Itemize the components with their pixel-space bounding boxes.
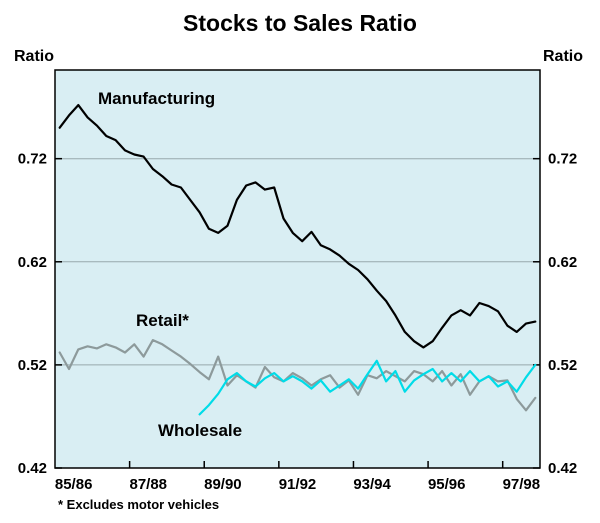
y-tick-label-left: 0.42: [18, 460, 47, 477]
series-line-retail: [58, 339, 537, 412]
y-axis-unit-right: Ratio: [543, 48, 583, 65]
x-tick-label: 87/88: [129, 476, 167, 493]
y-tick-label-right: 0.42: [548, 460, 577, 477]
series-label: Manufacturing: [98, 89, 215, 108]
chart-title: Stocks to Sales Ratio: [183, 10, 417, 36]
series-label: Wholesale: [158, 421, 242, 440]
x-tick-label: 97/98: [503, 476, 541, 493]
y-axis-unit-left: Ratio: [14, 48, 54, 65]
x-tick-label: 91/92: [279, 476, 317, 493]
y-tick-label-right: 0.72: [548, 151, 577, 168]
y-tick-label-right: 0.62: [548, 254, 577, 271]
y-tick-label-left: 0.52: [18, 357, 47, 374]
y-tick-label-left: 0.62: [18, 254, 47, 271]
x-tick-label: 95/96: [428, 476, 466, 493]
plot-area: [55, 70, 540, 468]
series-label: Retail*: [136, 311, 189, 330]
y-tick-label-left: 0.72: [18, 151, 47, 168]
series-line-wholesale: [198, 359, 537, 416]
series-line-manufacturing: [58, 103, 537, 349]
x-tick-label: 89/90: [204, 476, 242, 493]
x-tick-label: 93/94: [353, 476, 391, 493]
chart-footnote: * Excludes motor vehicles: [58, 497, 220, 512]
plot-frame: [54, 69, 541, 469]
y-tick-label-right: 0.52: [548, 357, 577, 374]
x-tick-label: 85/86: [55, 476, 93, 493]
